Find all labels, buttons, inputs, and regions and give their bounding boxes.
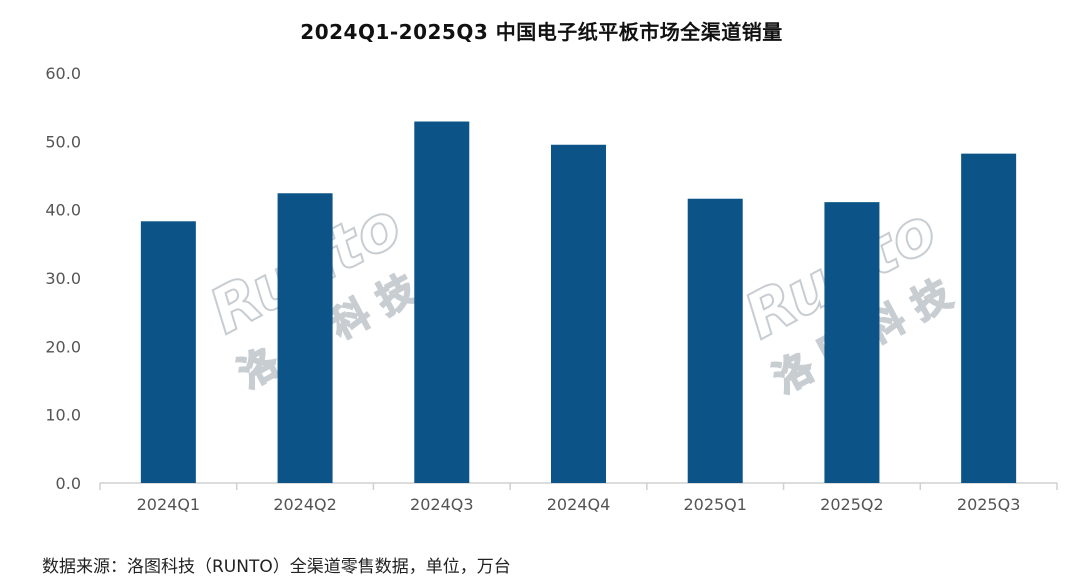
x-tick-label: 2024Q1 — [137, 495, 201, 514]
y-tick-label: 60.0 — [45, 64, 81, 83]
y-tick-label: 30.0 — [45, 269, 81, 288]
chart-title: 2024Q1-2025Q3 中国电子纸平板市场全渠道销量 — [300, 20, 783, 44]
x-tick-label: 2025Q3 — [957, 495, 1021, 514]
source-note: 数据来源：洛图科技（RUNTO）全渠道零售数据，单位，万台 — [42, 557, 511, 577]
bar-2024Q1 — [140, 221, 196, 484]
y-tick-label: 20.0 — [45, 337, 81, 356]
y-tick-label: 50.0 — [45, 132, 81, 151]
bar-2024Q2 — [277, 193, 333, 483]
bars — [140, 121, 1017, 484]
y-tick-label: 0.0 — [56, 474, 81, 493]
x-tick-label: 2024Q4 — [547, 495, 611, 514]
tick-labels: 2024Q1 2024Q2 2024Q3 2024Q4 2025Q1 2025Q2 2025… — [45, 64, 1020, 514]
y-tick-label: 40.0 — [45, 201, 81, 220]
y-tick-label: 10.0 — [45, 406, 81, 425]
x-tick-label: 2024Q2 — [273, 495, 337, 514]
bar-2025Q1 — [687, 198, 743, 483]
bar-2025Q3 — [961, 153, 1017, 483]
x-tick-label: 2025Q2 — [820, 495, 884, 514]
x-tick-label: 2024Q3 — [410, 495, 474, 514]
bar-2025Q2 — [824, 202, 880, 483]
x-tick-label: 2025Q1 — [683, 495, 747, 514]
bar-2024Q4 — [551, 144, 606, 483]
bar-2024Q3 — [414, 121, 470, 484]
axes — [99, 482, 1058, 490]
